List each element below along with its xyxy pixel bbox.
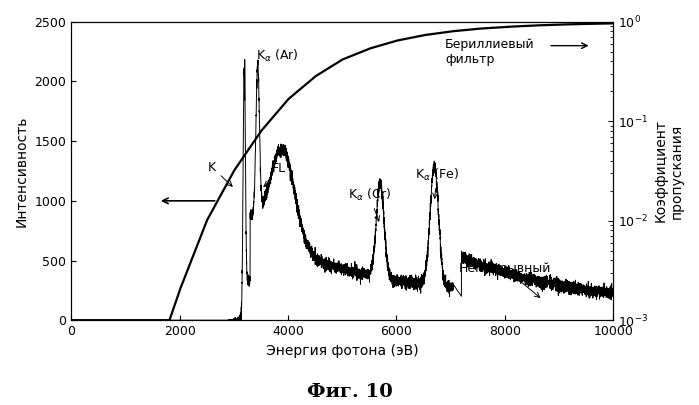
Y-axis label: Интенсивность: Интенсивность [15, 115, 29, 227]
Text: K$_\alpha$ (Cr): K$_\alpha$ (Cr) [348, 187, 391, 221]
Text: K$_\alpha$ (Fe): K$_\alpha$ (Fe) [415, 167, 459, 198]
X-axis label: Энергия фотона (эВ): Энергия фотона (эВ) [266, 343, 419, 358]
Text: K$_\alpha$ (Ar): K$_\alpha$ (Ar) [256, 47, 298, 64]
Text: Фиг. 10: Фиг. 10 [307, 383, 392, 401]
Text: Бериллиевый
фильтр: Бериллиевый фильтр [445, 38, 535, 66]
Text: FL: FL [264, 162, 286, 186]
Text: Непрерывный: Непрерывный [459, 262, 551, 297]
Text: K: K [208, 161, 232, 186]
Y-axis label: Коэффициент
пропускания: Коэффициент пропускания [654, 119, 684, 222]
